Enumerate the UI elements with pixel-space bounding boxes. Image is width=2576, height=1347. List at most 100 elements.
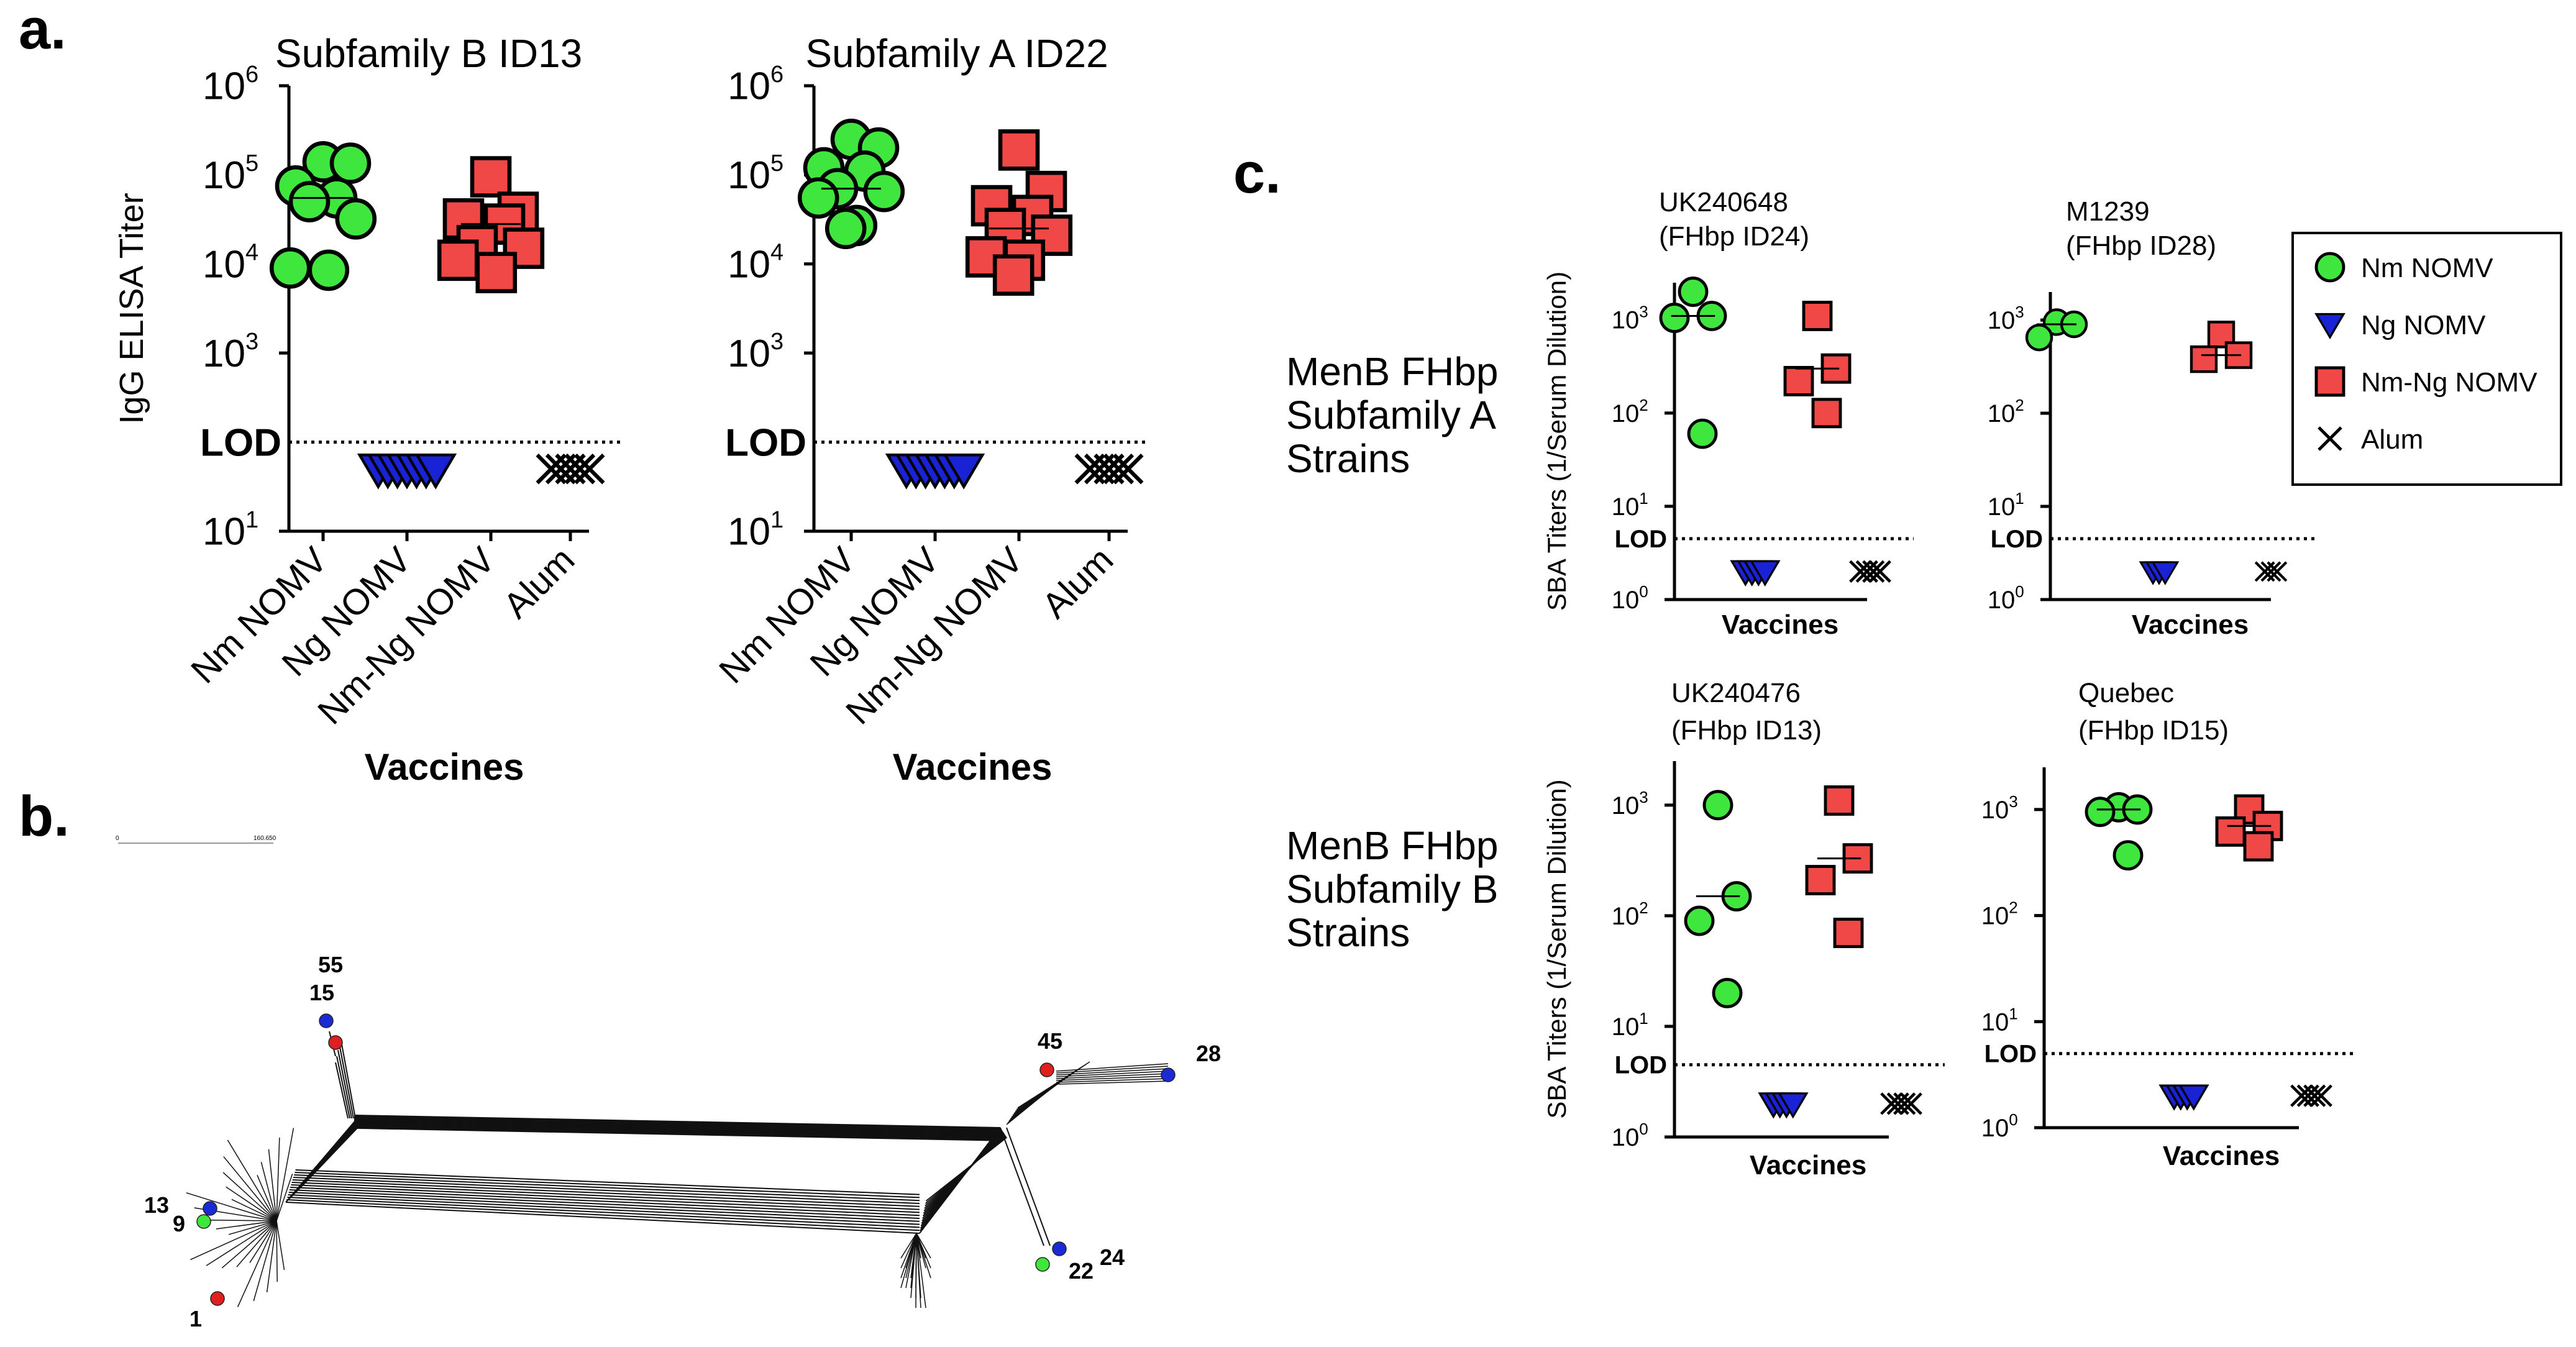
panel-label-a: a. — [19, 0, 66, 61]
network-edge — [190, 1220, 277, 1261]
data-point — [1805, 865, 1836, 895]
legend-marker — [2314, 313, 2345, 340]
data-point — [797, 177, 839, 219]
x-axis-label: Vaccines — [2132, 610, 2249, 640]
data-point — [269, 247, 311, 289]
row-labels: MenB FHbp Subfamily A Strains MenB FHbp … — [1286, 349, 1498, 955]
network-edge — [354, 1123, 1001, 1138]
series-nm-nomv — [2085, 792, 2153, 871]
strain-label: (FHbp ID15) — [2078, 715, 2229, 746]
data-point — [1862, 560, 1885, 583]
panel-labels: a. b. c. — [19, 0, 1281, 848]
network-edge — [216, 1220, 277, 1230]
network-edge — [916, 1233, 926, 1308]
x-axis-label: Vaccines — [893, 746, 1053, 788]
x-tick-label: Alum — [1035, 539, 1121, 626]
data-point — [2112, 840, 2144, 871]
strain-label: M1239 — [2066, 196, 2150, 227]
network-edge — [292, 1179, 920, 1207]
network-edge — [231, 1199, 277, 1221]
lod-label: LOD — [725, 421, 806, 464]
network-edge — [276, 1128, 295, 1221]
data-point — [863, 170, 905, 212]
y-tick-label: 103 — [1612, 788, 1648, 820]
network-edge — [354, 1125, 1001, 1139]
network-edge — [276, 1220, 285, 1271]
row-label-subB-line3: Strains — [1286, 910, 1410, 955]
lod-label: LOD — [1615, 526, 1667, 553]
series-nm-ng-nomv — [1783, 301, 1852, 429]
data-point — [503, 227, 545, 269]
scale-label: 160.650 — [253, 835, 276, 842]
lod-label: LOD — [1615, 1052, 1667, 1079]
network-edge — [354, 1127, 1001, 1141]
tree-node — [196, 1214, 211, 1229]
series-alum — [536, 454, 605, 485]
y-tick-label: 103 — [728, 329, 783, 375]
tree-node-label: 15 — [309, 980, 334, 1005]
data-point — [2267, 561, 2288, 582]
strain-label: (FHbp ID24) — [1659, 221, 1809, 252]
series-nm-nomv — [1684, 790, 1752, 1008]
y-tick-label: 106 — [203, 62, 258, 108]
data-point — [824, 208, 867, 250]
data-point — [329, 142, 372, 185]
network-edge — [900, 1233, 917, 1269]
x-axis-label: Vaccines — [1722, 610, 1838, 640]
network-edge — [228, 1220, 277, 1235]
y-tick-label: 102 — [1612, 396, 1648, 427]
network-edge — [287, 1197, 920, 1228]
series-nm-nomv — [2025, 308, 2088, 352]
series-alum — [2254, 561, 2288, 582]
network-edge — [301, 1127, 358, 1187]
data-point — [1783, 366, 1814, 396]
network-edge — [354, 1116, 1001, 1131]
network-edge — [223, 1156, 277, 1221]
y-tick-label: 100 — [1988, 582, 2024, 614]
network-edge — [354, 1120, 1001, 1135]
panel-label-c: c. — [1233, 142, 1281, 205]
data-point — [437, 239, 479, 281]
y-tick-label: 103 — [1988, 303, 2024, 334]
data-point — [414, 454, 457, 490]
data-point — [288, 181, 331, 222]
network-edge — [916, 1233, 931, 1279]
series-nm-nomv — [797, 119, 905, 250]
y-tick-label: 101 — [1981, 1004, 2018, 1036]
y-tick-label: 101 — [1988, 489, 2024, 521]
network-edge — [249, 1220, 277, 1263]
data-point — [943, 454, 985, 490]
tree-node-label: 55 — [318, 952, 343, 977]
data-point — [564, 454, 596, 485]
y-tick-label: 100 — [1981, 1110, 2018, 1142]
data-point — [992, 254, 1035, 296]
network-edge — [339, 1043, 354, 1119]
network-edge — [905, 1233, 917, 1289]
tree-node-label: 1 — [190, 1306, 202, 1331]
network-edge — [276, 1173, 293, 1221]
data-point — [1824, 785, 1855, 816]
y-tick-label: 103 — [203, 329, 258, 375]
network-edge — [900, 1233, 917, 1289]
series-ng-nomv — [2158, 1084, 2209, 1111]
series-nm-nomv — [1659, 276, 1727, 449]
x-tick-label: Alum — [496, 539, 582, 626]
network-edge — [285, 1202, 920, 1234]
network-edge — [354, 1122, 1001, 1136]
tree-node — [1052, 1241, 1067, 1256]
network-edge — [186, 1192, 277, 1221]
chart-title: Subfamily B ID13 — [275, 31, 582, 76]
network-edge — [336, 1056, 350, 1119]
data-point — [1687, 418, 1718, 449]
network-edge — [354, 1125, 1001, 1138]
network-edge — [294, 1174, 920, 1202]
network-edge — [237, 1220, 277, 1307]
network-edge — [1056, 1078, 1169, 1083]
data-point — [2243, 831, 2274, 862]
network-edge — [290, 1187, 920, 1217]
data-point — [2085, 797, 2116, 828]
row-label-subA-line2: Subfamily A — [1286, 393, 1496, 437]
tree-node-label: 45 — [1038, 1028, 1062, 1054]
